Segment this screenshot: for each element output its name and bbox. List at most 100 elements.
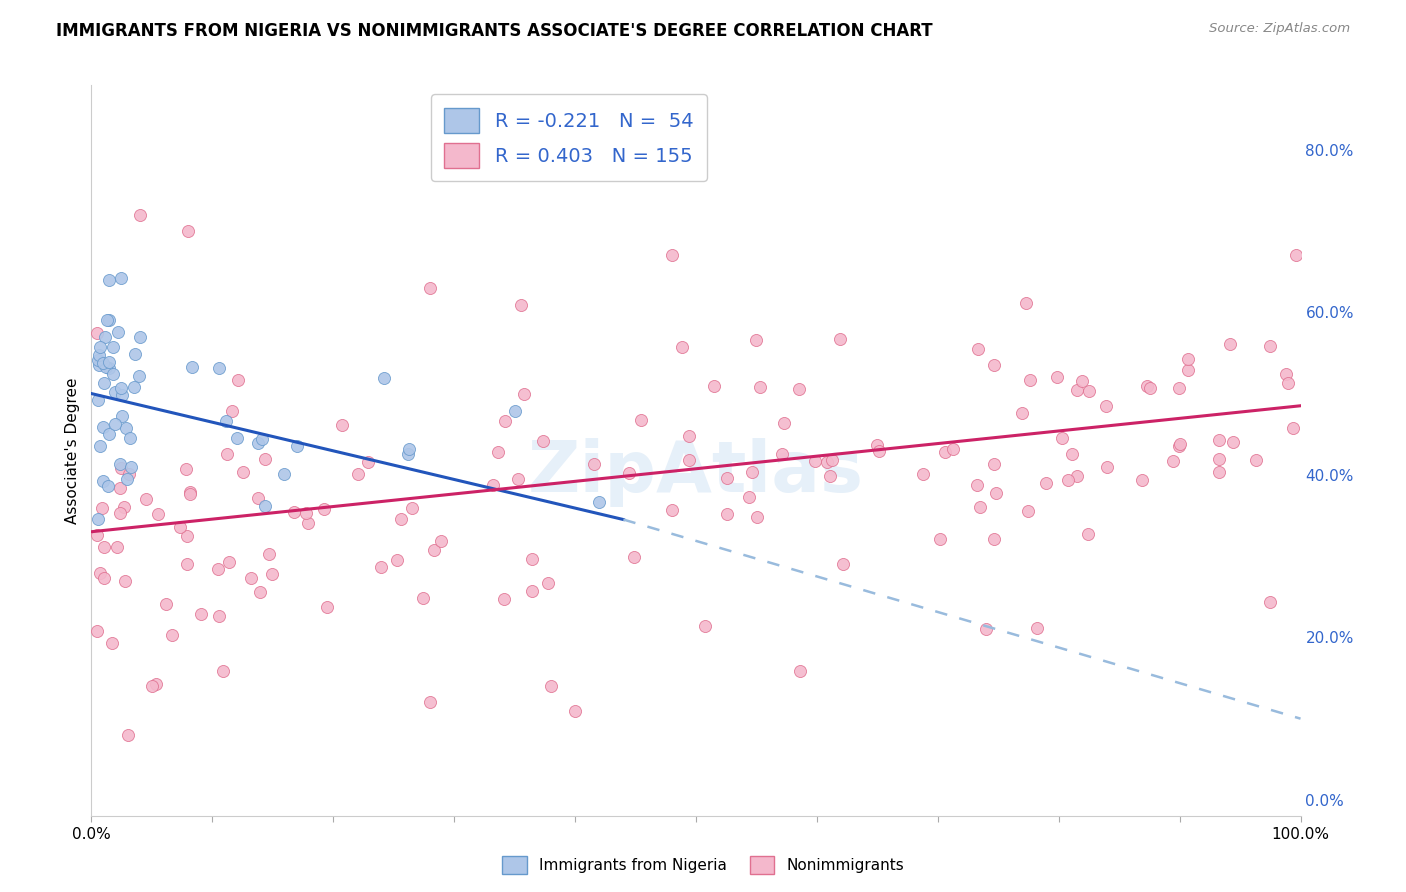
Point (1260, 339, 1282, 353)
Point (773, 417, 796, 431)
Point (815, 455, 838, 469)
Point (314, 501, 336, 516)
Point (1025, 621, 1047, 635)
Point (494, 415, 516, 429)
Point (89, 340, 111, 354)
Point (117, 728, 139, 742)
Point (678, 453, 700, 467)
Point (86, 326, 108, 341)
Point (145, 677, 167, 691)
Point (537, 576, 560, 591)
Point (97, 361, 120, 376)
Point (208, 609, 231, 624)
Point (87, 392, 110, 407)
Point (115, 472, 138, 486)
Point (1078, 384, 1101, 398)
Point (749, 380, 772, 394)
Point (190, 607, 212, 621)
Point (1130, 473, 1153, 487)
Point (1167, 439, 1189, 453)
Point (494, 592, 516, 607)
Point (1285, 248, 1308, 262)
Point (1052, 431, 1074, 445)
Point (1066, 383, 1088, 397)
Point (330, 417, 353, 432)
Point (630, 413, 652, 427)
Point (1167, 381, 1189, 395)
Point (181, 360, 204, 375)
Point (512, 387, 534, 401)
Point (96, 312, 118, 326)
Point (357, 455, 380, 469)
Point (86, 624, 108, 638)
Point (1077, 526, 1099, 541)
Point (110, 460, 132, 475)
Point (135, 491, 157, 506)
Point (179, 486, 201, 500)
Point (101, 367, 124, 381)
Text: Source: ZipAtlas.com: Source: ZipAtlas.com (1209, 22, 1350, 36)
Point (215, 447, 238, 461)
Point (1274, 367, 1296, 381)
Point (262, 567, 284, 582)
Point (828, 332, 851, 346)
Point (247, 436, 270, 450)
Point (169, 520, 191, 534)
Point (1015, 296, 1038, 310)
Point (540, 679, 562, 693)
Point (396, 447, 419, 461)
Point (118, 431, 141, 445)
Point (1258, 595, 1281, 609)
Point (128, 368, 150, 383)
Point (582, 457, 605, 471)
Point (966, 478, 988, 492)
Point (97, 426, 120, 441)
Point (983, 457, 1005, 471)
Point (104, 385, 127, 400)
Point (94, 360, 117, 375)
Point (176, 529, 198, 543)
Point (89, 439, 111, 453)
Point (107, 325, 129, 339)
Point (316, 599, 339, 614)
Point (503, 404, 526, 418)
Point (1046, 370, 1069, 384)
Point (1244, 453, 1267, 467)
Point (1208, 451, 1230, 466)
Point (588, 495, 610, 509)
Point (148, 507, 170, 521)
Point (211, 664, 233, 678)
Point (1139, 381, 1161, 395)
Point (1168, 436, 1191, 450)
Point (221, 403, 243, 417)
Point (821, 453, 844, 467)
Point (253, 452, 276, 467)
Point (108, 507, 131, 521)
Point (671, 340, 693, 354)
Point (564, 704, 586, 718)
Text: IMMIGRANTS FROM NIGERIA VS NONIMMIGRANTS ASSOCIATE'S DEGREE CORRELATION CHART: IMMIGRANTS FROM NIGERIA VS NONIMMIGRANTS… (56, 22, 932, 40)
Point (1277, 376, 1299, 390)
Point (110, 271, 132, 285)
Point (128, 208, 150, 222)
Point (207, 562, 229, 576)
Point (232, 465, 254, 479)
Point (770, 447, 793, 461)
Point (804, 453, 827, 467)
Point (111, 409, 134, 423)
Point (1281, 421, 1303, 435)
Point (787, 382, 810, 396)
Point (252, 433, 274, 447)
Point (617, 466, 640, 480)
Point (179, 485, 201, 500)
Point (91, 355, 114, 369)
Point (124, 346, 146, 360)
Point (104, 417, 127, 431)
Point (215, 414, 238, 428)
Point (695, 619, 717, 633)
Point (531, 434, 554, 449)
Point (91, 474, 114, 488)
Point (967, 342, 990, 356)
Point (115, 420, 138, 434)
Legend: Immigrants from Nigeria, Nonimmigrants: Immigrants from Nigeria, Nonimmigrants (496, 850, 910, 880)
